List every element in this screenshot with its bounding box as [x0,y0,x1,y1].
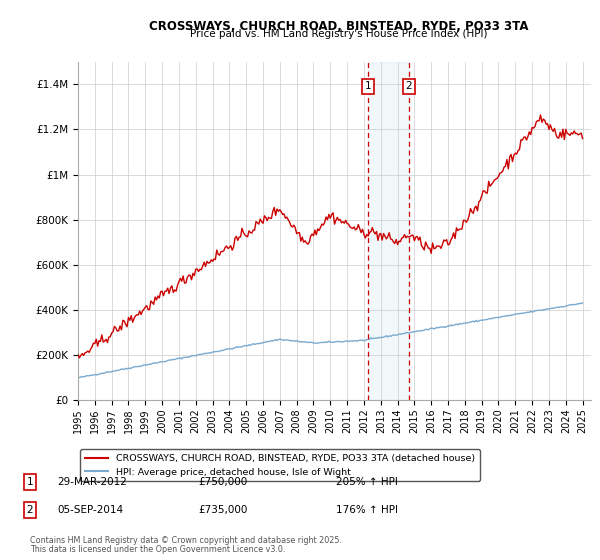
Legend: CROSSWAYS, CHURCH ROAD, BINSTEAD, RYDE, PO33 3TA (detached house), HPI: Average : CROSSWAYS, CHURCH ROAD, BINSTEAD, RYDE, … [80,449,480,481]
Text: 1: 1 [365,81,371,91]
Text: £735,000: £735,000 [198,505,247,515]
Text: 05-SEP-2014: 05-SEP-2014 [57,505,123,515]
Text: 2: 2 [406,81,412,91]
Text: 1: 1 [26,477,34,487]
Bar [368,62,409,400]
Text: Price paid vs. HM Land Registry's House Price Index (HPI): Price paid vs. HM Land Registry's House … [190,29,488,39]
Text: This data is licensed under the Open Government Licence v3.0.: This data is licensed under the Open Gov… [30,545,286,554]
Text: 176% ↑ HPI: 176% ↑ HPI [336,505,398,515]
Text: CROSSWAYS, CHURCH ROAD, BINSTEAD, RYDE, PO33 3TA: CROSSWAYS, CHURCH ROAD, BINSTEAD, RYDE, … [149,20,529,32]
Text: Contains HM Land Registry data © Crown copyright and database right 2025.: Contains HM Land Registry data © Crown c… [30,536,342,545]
Text: £750,000: £750,000 [198,477,247,487]
Text: 29-MAR-2012: 29-MAR-2012 [57,477,127,487]
Text: 205% ↑ HPI: 205% ↑ HPI [336,477,398,487]
Text: 2: 2 [26,505,34,515]
